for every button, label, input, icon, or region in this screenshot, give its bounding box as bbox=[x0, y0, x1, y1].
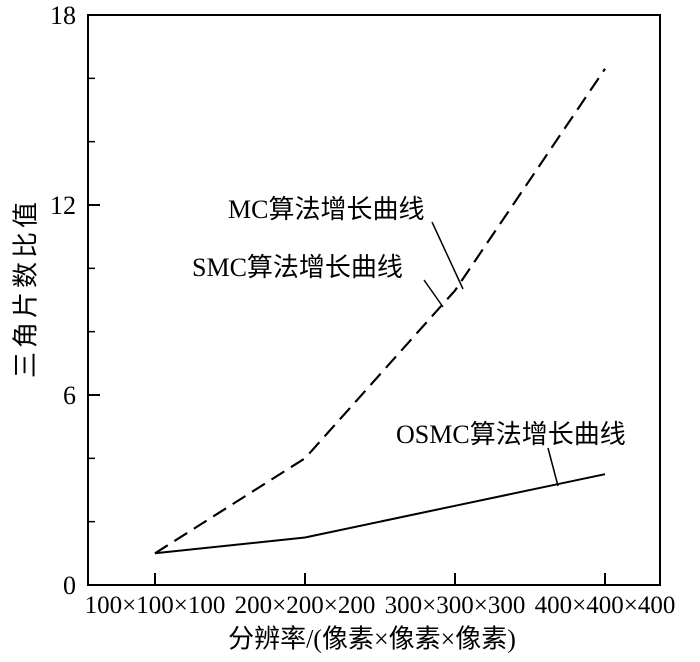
annotation-mc-curve: MC算法增长曲线 bbox=[228, 195, 425, 224]
annotation-leader-line-2 bbox=[547, 447, 559, 487]
x-axis-title: 分辨率/(像素×像素×像素) bbox=[228, 624, 516, 654]
annotation-leader-line-1 bbox=[423, 279, 444, 308]
series-dashed-line bbox=[154, 68, 606, 555]
y-tick-label: 0 bbox=[63, 571, 76, 600]
y-tick-label: 6 bbox=[63, 381, 76, 410]
y-tick-label: 18 bbox=[50, 1, 76, 30]
y-tick-label: 12 bbox=[50, 191, 76, 220]
x-tick-label: 200×200×200 bbox=[235, 592, 376, 619]
x-tick-label: 300×300×300 bbox=[385, 592, 526, 619]
annotation-smc-curve: SMC算法增长曲线 bbox=[192, 253, 403, 282]
series-solid-line bbox=[154, 473, 606, 555]
y-axis-title: 三角片数比值 bbox=[11, 197, 41, 379]
annotation-osmc-curve: OSMC算法增长曲线 bbox=[396, 420, 626, 449]
x-tick-label: 400×400×400 bbox=[535, 592, 676, 619]
annotation-leader-line-0 bbox=[431, 221, 464, 290]
plot-border bbox=[87, 14, 661, 586]
series-dashed-line bbox=[154, 68, 606, 555]
x-tick-label: 100×100×100 bbox=[85, 592, 226, 619]
